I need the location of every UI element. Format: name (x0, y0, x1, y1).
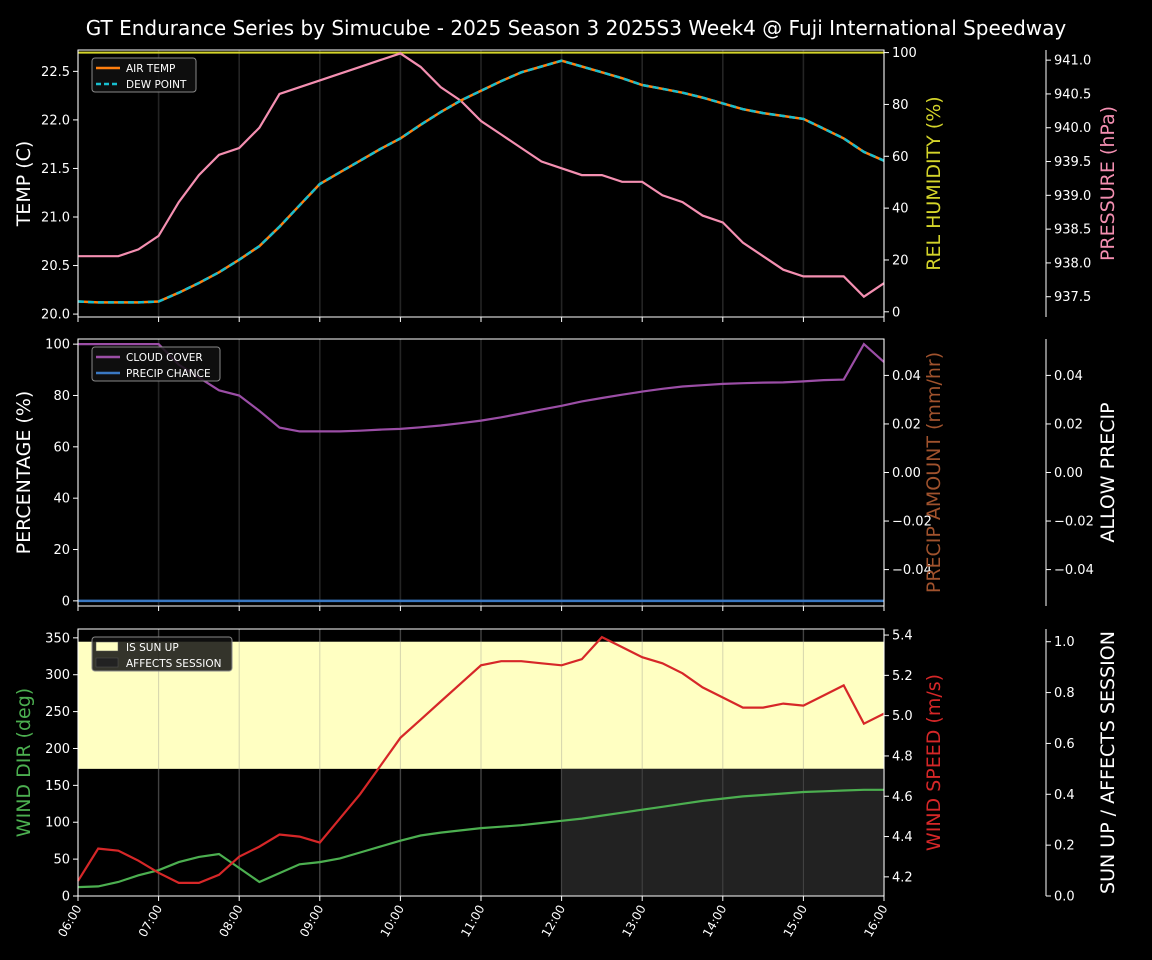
panel-3-y-third-label: SUN UP / AFFECTS SESSION (1097, 631, 1119, 894)
legend-sun-swatch (95, 641, 119, 652)
panel-1-y-left-tick-label: 20.0 (41, 308, 70, 323)
panel-3-y-third-tick-label: 0.0 (1054, 890, 1075, 905)
chart-panels: 20.0 20.5 21.0 21.5 22.0 22.5 0 20 40 60 80 100 937.… (13, 46, 1119, 939)
panel-3-y-right-tick-label: 4.8 (892, 749, 913, 764)
panel-3-y-right-tick-label: 4.6 (892, 790, 913, 805)
dew-point-line (77, 59, 885, 304)
panel-2-y-left-tick-label: 80 (53, 389, 70, 404)
panel-1-y-left-tick-label: 20.5 (41, 259, 70, 274)
panel-2-y-right-label: PRECIP AMOUNT (mm/hr) (923, 352, 945, 593)
panel-1-y-third-tick-label: 941.0 (1054, 54, 1091, 69)
panel-1-y-third-tick-label: 938.0 (1054, 256, 1091, 271)
legend-cloud-label: CLOUD COVER (126, 352, 203, 364)
wind-dir-line (77, 788, 884, 889)
panel-2-y-left-label: PERCENTAGE (%) (13, 391, 35, 555)
panel-1-y-third-label: PRESSURE (hPa) (1097, 106, 1119, 261)
legend-sun-swatch (95, 657, 119, 668)
panel-1-y-third-tick-label: 939.0 (1054, 189, 1091, 204)
panel-1-y-left-tick-label: 21.0 (41, 210, 70, 225)
panel-1-y-third-tick-label: 940.0 (1054, 121, 1091, 136)
panel-1-y-third-tick-label: 937.5 (1054, 290, 1091, 305)
panel-2-y-third-label: ALLOW PRECIP (1097, 402, 1119, 542)
panel-1-y-left-tick-label: 21.5 (41, 162, 70, 177)
panel-1-y-third-tick-label: 938.5 (1054, 223, 1091, 238)
panel-3-y-right-tick-label: 4.4 (892, 830, 913, 845)
panel-2-y-left-tick-label: 40 (53, 492, 70, 507)
legend-temp-label: AIR TEMP (126, 63, 175, 75)
panel-3-y-left-label: WIND DIR (deg) (13, 688, 35, 837)
panel-3-y-left-tick-label: 150 (45, 779, 70, 794)
panel-1-y-right-tick-label: 80 (892, 98, 909, 113)
panel-3-y-left-tick-label: 0 (62, 890, 70, 905)
legend-cloud-frame (91, 346, 221, 382)
panel-3-y-right-tick-label: 5.4 (892, 629, 913, 644)
panel-1-y-right-tick-label: 20 (892, 253, 909, 268)
panel-1-y-right-tick-label: 100 (892, 46, 917, 61)
legend-sun-label: IS SUN UP (126, 642, 179, 654)
panel-2-y-left-tick-label: 0 (62, 594, 70, 609)
panel-3-y-left-tick-label: 50 (53, 853, 70, 868)
panel-3-y-right-tick-label: 5.0 (892, 709, 913, 724)
panel-2-y-right-tick-label: −0.04 (892, 563, 932, 578)
panel-2-y-third-tick-label: 0.00 (1054, 466, 1083, 481)
panel-2-y-right-tick-label: 0.04 (892, 369, 921, 384)
panel-3-y-left-tick-label: 100 (45, 816, 70, 831)
panel-1-y-third-tick-label: 939.5 (1054, 155, 1091, 170)
panel-3-y-left-tick-label: 200 (45, 742, 70, 757)
wind-speed-line (77, 635, 885, 885)
panel-2-y-left-tick-label: 20 (53, 543, 70, 558)
panel-2-y-third-tick-label: −0.04 (1054, 563, 1094, 578)
panel-1-y-right-tick-label: 60 (892, 150, 909, 165)
pressure-line (78, 52, 885, 299)
panel-2-y-third-tick-label: 0.04 (1054, 369, 1083, 384)
panel-3-y-right-tick-label: 4.2 (892, 870, 913, 885)
legend-temp-frame (91, 57, 197, 93)
panel-3-y-third-tick-label: 0.8 (1054, 686, 1075, 701)
panel-2-y-third-tick-label: −0.02 (1054, 515, 1094, 530)
panel-2-y-left-tick-label: 60 (53, 440, 70, 455)
legend-temp-label: DEW POINT (126, 79, 187, 91)
panel-1-y-left-label: TEMP (C) (13, 141, 35, 228)
panel-1-y-third-tick-label: 940.5 (1054, 87, 1091, 102)
panel-1-y-right-tick-label: 0 (892, 305, 900, 320)
panel-3-y-right-tick-label: 5.2 (892, 669, 913, 684)
panel-1-y-right-tick-label: 40 (892, 202, 909, 217)
panel-2-y-left-tick-label: 100 (45, 338, 70, 353)
panel-3-y-third-tick-label: 1.0 (1054, 635, 1075, 650)
cloud-cover-line (78, 342, 885, 433)
panel-1-y-right-label: REL HUMIDITY (%) (923, 96, 945, 270)
panel-1-y-left-tick-label: 22.5 (41, 65, 70, 80)
panel-3-y-left-tick-label: 250 (45, 705, 70, 720)
panel-3-y-left-tick-label: 300 (45, 668, 70, 683)
legend-cloud-label: PRECIP CHANCE (126, 368, 211, 380)
panel-3-y-third-tick-label: 0.4 (1054, 788, 1075, 803)
chart-title: GT Endurance Series by Simucube - 2025 S… (86, 16, 1067, 40)
panel-2-y-right-tick-label: −0.02 (892, 515, 932, 530)
panel-2-y-right-tick-label: 0.02 (892, 417, 921, 432)
panel-3-y-third-tick-label: 0.6 (1054, 737, 1075, 752)
panel-3-y-third-tick-label: 0.2 (1054, 839, 1075, 854)
panel-3-y-right-label: WIND SPEED (m/s) (923, 674, 945, 851)
legend-sun-label: AFFECTS SESSION (126, 658, 222, 670)
panel-3-y-left-tick-label: 350 (45, 631, 70, 646)
panel-2-y-right-tick-label: 0.00 (892, 466, 921, 481)
panel-1-y-left-tick-label: 22.0 (41, 113, 70, 128)
legend-sun-frame (91, 636, 233, 672)
panel-2-y-third-tick-label: 0.02 (1054, 417, 1083, 432)
